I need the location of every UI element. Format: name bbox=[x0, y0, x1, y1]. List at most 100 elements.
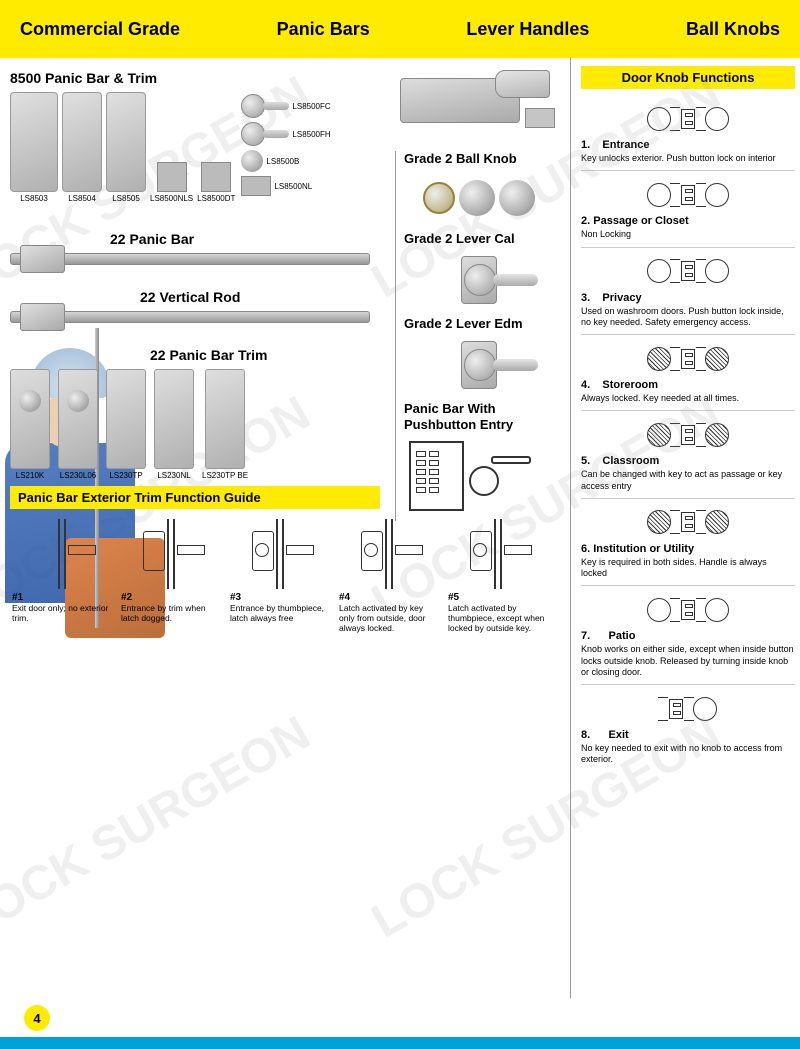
page-number-badge: 4 bbox=[24, 1005, 50, 1031]
bartrim-label: LS230TP BE bbox=[202, 471, 248, 480]
trim-label: LS8500DT bbox=[197, 194, 235, 203]
kf-desc: Non Locking bbox=[581, 229, 795, 240]
bartrim-label: LS230TP bbox=[109, 471, 142, 480]
header-ball-knobs: Ball Knobs bbox=[686, 19, 780, 40]
bartrim-label: LS210K bbox=[16, 471, 44, 480]
header-commercial: Commercial Grade bbox=[20, 19, 180, 40]
tg-desc: Entrance by trim when latch dogged. bbox=[121, 603, 221, 623]
knob-func-exit: 8. Exit No key needed to exit with no kn… bbox=[581, 685, 795, 772]
trim-ls8500dt: LS8500DT bbox=[197, 162, 235, 203]
bartrim-label: LS230NL bbox=[157, 471, 190, 480]
trim-ls8504: LS8504 bbox=[62, 92, 102, 203]
kf-title: Institution or Utility bbox=[593, 543, 694, 555]
kf-desc: Key is required in both sides. Handle is… bbox=[581, 557, 795, 580]
trim-guide-4: #4 Latch activated by key only from outs… bbox=[339, 519, 439, 634]
trim-label: LS8503 bbox=[20, 194, 48, 203]
kf-desc: Key unlocks exterior. Push button lock o… bbox=[581, 153, 795, 164]
kf-desc: Always locked. Key needed at all times. bbox=[581, 393, 795, 404]
kf-desc: Knob works on either side, except when i… bbox=[581, 644, 795, 678]
tg-num: #1 bbox=[12, 592, 112, 603]
kf-title: Privacy bbox=[602, 292, 641, 304]
trim-guide-5: #5 Latch activated by thumbpiece, except… bbox=[448, 519, 548, 634]
kf-num: 2. bbox=[581, 215, 590, 227]
kf-desc: Used on washroom doors. Push button lock… bbox=[581, 306, 795, 329]
kf-num: 5. bbox=[581, 455, 590, 467]
trim-guide-2: #2 Entrance by trim when latch dogged. bbox=[121, 519, 221, 634]
kf-desc: Can be changed with key to act as passag… bbox=[581, 469, 795, 492]
tg-num: #4 bbox=[339, 592, 439, 603]
header-lever-handles: Lever Handles bbox=[466, 19, 589, 40]
trim-label: LS8504 bbox=[68, 194, 96, 203]
ballknob-product bbox=[404, 170, 554, 225]
kf-title: Classroom bbox=[602, 455, 659, 467]
right-column: Door Knob Functions 1. Entrance Key unlo… bbox=[570, 58, 800, 998]
knob-func-institution: 6. Institution or Utility Key is require… bbox=[581, 499, 795, 587]
lever-label: LS8500B bbox=[266, 157, 299, 166]
tg-num: #5 bbox=[448, 592, 548, 603]
kf-title: Entrance bbox=[602, 139, 649, 151]
main-content: 8500 Panic Bar & Trim LS8503 LS8504 LS85… bbox=[0, 58, 800, 998]
knob-ls8500b: LS8500B bbox=[241, 150, 330, 172]
kf-title: Exit bbox=[609, 729, 629, 741]
tg-num: #3 bbox=[230, 592, 330, 603]
lever-edm-title: Grade 2 Lever Edm bbox=[404, 316, 565, 331]
bartrim-ls230tpbe: LS230TP BE bbox=[202, 369, 248, 480]
trim-label: LS8505 bbox=[112, 194, 140, 203]
knob-func-storeroom: 4. Storeroom Always locked. Key needed a… bbox=[581, 335, 795, 411]
lever-cal-title: Grade 2 Lever Cal bbox=[404, 231, 565, 246]
section-8500-title: 8500 Panic Bar & Trim bbox=[10, 70, 380, 86]
tg-desc: Latch activated by key only from outside… bbox=[339, 603, 439, 634]
bartrim-ls210k: LS210K bbox=[10, 369, 50, 480]
pushbutton-title: Panic Bar With Pushbutton Entry bbox=[404, 401, 565, 432]
trim-ls8505: LS8505 bbox=[106, 92, 146, 203]
knob-func-privacy: 3. Privacy Used on washroom doors. Push … bbox=[581, 248, 795, 336]
lever-ls8500fh: LS8500FH bbox=[241, 122, 330, 146]
bottom-blue-bar bbox=[0, 1037, 800, 1049]
trim-label: LS8500NLS bbox=[150, 194, 193, 203]
lever-label: LS8500NL bbox=[274, 182, 312, 191]
knob-func-patio: 7. Patio Knob works on either side, exce… bbox=[581, 586, 795, 685]
bracket-ls8500nl: LS8500NL bbox=[241, 176, 330, 196]
knob-functions-header: Door Knob Functions bbox=[581, 66, 795, 89]
trim-guide-1: #1 Exit door only; no exterior trim. bbox=[12, 519, 112, 634]
bartrim-ls230tp: LS230TP bbox=[106, 369, 146, 480]
left-column: 8500 Panic Bar & Trim LS8503 LS8504 LS85… bbox=[0, 58, 390, 998]
ballknob-title: Grade 2 Ball Knob bbox=[404, 151, 565, 166]
kf-num: 1. bbox=[581, 139, 590, 151]
trim-guide-header: Panic Bar Exterior Trim Function Guide bbox=[10, 486, 380, 509]
kf-num: 3. bbox=[581, 292, 590, 304]
bartrim-label: LS230L06 bbox=[60, 471, 96, 480]
kf-desc: No key needed to exit with no knob to ac… bbox=[581, 743, 795, 766]
bartrim-22-title: 22 Panic Bar Trim bbox=[150, 347, 380, 363]
knob-func-passage: 2. Passage or Closet Non Locking bbox=[581, 171, 795, 247]
vertical-rod-22-title: 22 Vertical Rod bbox=[140, 289, 380, 305]
tg-num: #2 bbox=[121, 592, 221, 603]
header-panic-bars: Panic Bars bbox=[277, 19, 370, 40]
panic-bar-22 bbox=[10, 253, 380, 265]
lever-label: LS8500FC bbox=[292, 102, 330, 111]
lever-label: LS8500FH bbox=[292, 130, 330, 139]
pushbutton-diagram bbox=[404, 436, 554, 521]
trim-ls8503: LS8503 bbox=[10, 92, 58, 203]
kf-title: Storeroom bbox=[602, 379, 658, 391]
knob-func-entrance: 1. Entrance Key unlocks exterior. Push b… bbox=[581, 95, 795, 171]
trim-guide-3: #3 Entrance by thumbpiece, latch always … bbox=[230, 519, 330, 634]
kf-title: Patio bbox=[609, 630, 636, 642]
trim-guide-section: Panic Bar Exterior Trim Function Guide #… bbox=[10, 486, 380, 634]
kf-num: 6. bbox=[581, 543, 590, 555]
kf-num: 8. bbox=[581, 729, 590, 741]
tg-desc: Entrance by thumbpiece, latch always fre… bbox=[230, 603, 330, 623]
header-bar: Commercial Grade Panic Bars Lever Handle… bbox=[0, 0, 800, 58]
tg-desc: Latch activated by thumbpiece, except wh… bbox=[448, 603, 548, 634]
knob-func-classroom: 5. Classroom Can be changed with key to … bbox=[581, 411, 795, 499]
vertical-rod-22 bbox=[10, 311, 380, 323]
tg-desc: Exit door only; no exterior trim. bbox=[12, 603, 112, 623]
bartrim-ls230l06: LS230L06 bbox=[58, 369, 98, 480]
trim-ls8500nls: LS8500NLS bbox=[150, 162, 193, 203]
panic-bar-8500-device bbox=[395, 68, 565, 143]
lever-edm-product bbox=[404, 335, 554, 395]
kf-num: 7. bbox=[581, 630, 590, 642]
bartrim-row: LS210K LS230L06 LS230TP LS230NL bbox=[10, 369, 380, 480]
panic-bar-22-title: 22 Panic Bar bbox=[110, 231, 380, 247]
lever-ls8500fc: LS8500FC bbox=[241, 94, 330, 118]
